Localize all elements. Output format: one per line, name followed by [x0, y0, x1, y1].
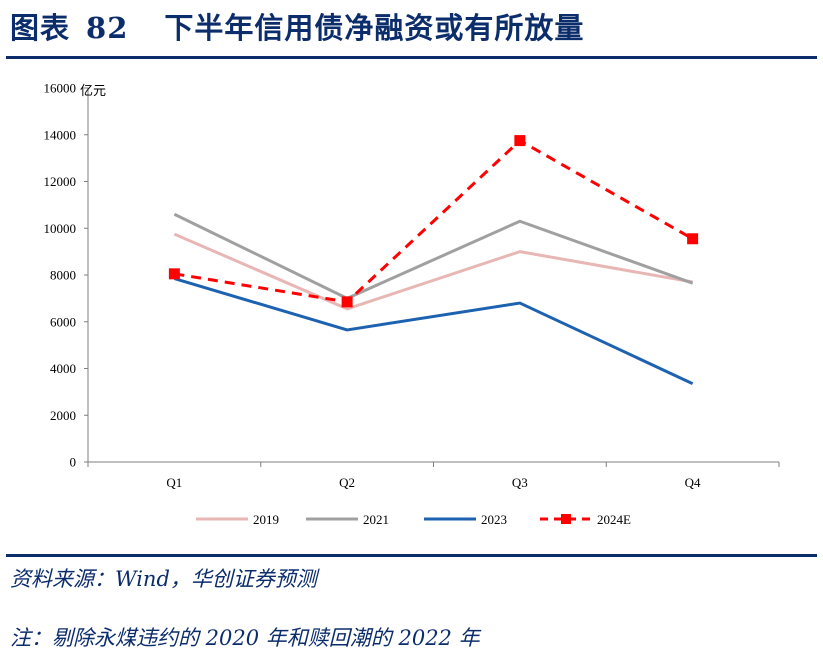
- footnote: 注：剔除永煤违约的 2020 年和赎回潮的 2022 年: [10, 626, 480, 650]
- legend-label-2021: 2021: [363, 512, 389, 527]
- y-tick-label: 12000: [44, 174, 77, 189]
- y-tick-label: 6000: [50, 314, 76, 329]
- x-tick-label: Q3: [512, 475, 528, 490]
- figure-label: 图表: [10, 11, 71, 45]
- chart-axes: 0 2000 4000 6000 8000 10000 12000 14000 16000 亿元 Q…: [44, 81, 780, 490]
- figure-number: 82: [86, 11, 129, 45]
- bottom-rule: [6, 554, 817, 557]
- figure-title: 图表 82 下半年信用债净融资或有所放量: [10, 5, 584, 47]
- series-line-2021: [173, 212, 694, 300]
- y-tick-label: 0: [70, 455, 77, 470]
- chart-legend: 2019 2021 2023 2024E: [196, 512, 631, 527]
- legend-label-2019: 2019: [253, 512, 279, 527]
- y-tick-label: 16000: [44, 81, 77, 96]
- x-tick-label: Q1: [166, 475, 182, 490]
- legend-label-2023: 2023: [481, 512, 507, 527]
- top-rule: [6, 56, 817, 59]
- y-tick-label: 10000: [44, 221, 77, 236]
- data-point-2024E: [514, 135, 526, 147]
- source-note: 资料来源：Wind，华创证券预测: [10, 567, 317, 591]
- y-tick-label: 8000: [50, 268, 76, 283]
- line-chart: 0 2000 4000 6000 8000 10000 12000 14000 16000 亿元 Q…: [44, 81, 780, 527]
- chart-series: [168, 135, 699, 386]
- series-line-2023: [173, 277, 694, 386]
- data-point-2024E: [341, 296, 353, 308]
- legend-marker-2024E: [561, 514, 571, 524]
- y-tick-label: 2000: [50, 408, 76, 423]
- y-tick-label: 4000: [50, 361, 76, 376]
- y-unit-label: 亿元: [80, 83, 106, 98]
- x-tick-label: Q2: [339, 475, 355, 490]
- data-point-2024E: [168, 268, 180, 280]
- y-tick-label: 14000: [44, 127, 77, 142]
- x-tick-label: Q4: [685, 475, 701, 490]
- legend-label-2024E: 2024E: [597, 512, 631, 527]
- data-point-2024E: [687, 233, 699, 245]
- series-line-2024E: [174, 139, 694, 304]
- figure-title-text: 下半年信用债净融资或有所放量: [164, 11, 585, 45]
- series-line-2019: [173, 232, 693, 311]
